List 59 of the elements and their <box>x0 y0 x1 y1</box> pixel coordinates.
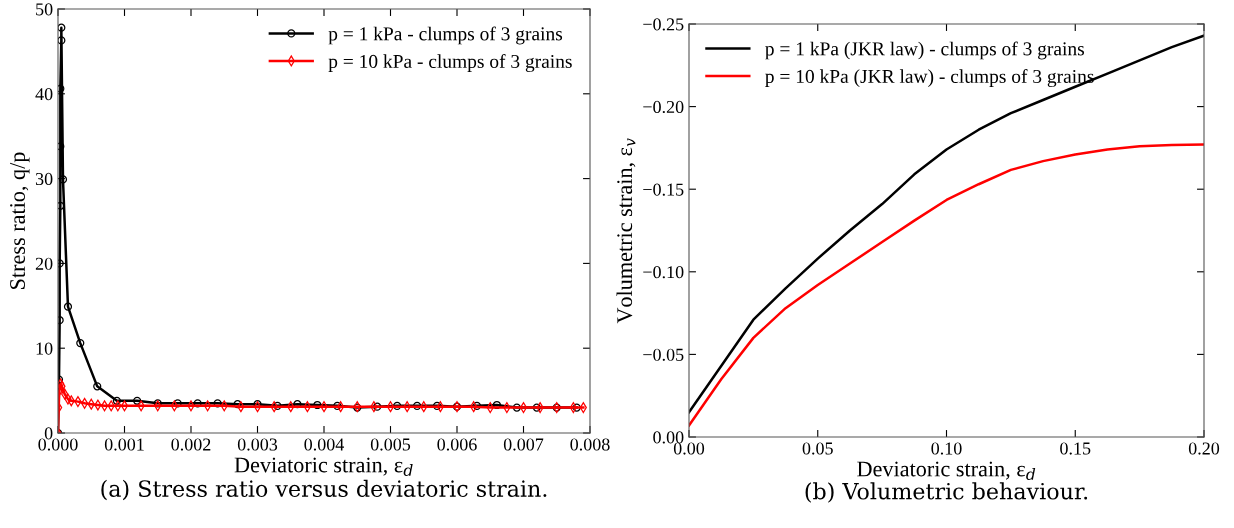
x-tick-label: 0.00 <box>673 442 705 455</box>
point <box>76 339 85 348</box>
point <box>512 403 521 412</box>
point <box>100 400 109 412</box>
y-tick-label: −0.10 <box>643 266 684 279</box>
point <box>386 401 395 413</box>
point <box>413 401 422 410</box>
x-tick-label: 0.004 <box>304 438 345 451</box>
point <box>432 401 442 410</box>
x-tick-label: 0.003 <box>237 438 278 451</box>
x-axis-title: Deviatoric strain, ε$_{d}$ <box>857 461 1036 480</box>
line-series <box>689 143 1204 427</box>
y-tick-label: 30 <box>35 172 53 186</box>
x-tick-label: 0.20 <box>1188 442 1220 455</box>
y-axis-title: Volumetric strain, ε$_{v}$ <box>616 138 636 324</box>
point <box>273 401 282 410</box>
point <box>313 400 322 410</box>
point <box>58 23 66 32</box>
y-tick-label: −0.20 <box>643 100 684 114</box>
x-tick-label: 0.005 <box>370 438 411 451</box>
x-axis-title: Deviatoric strain, ε$_{d}$ <box>234 457 413 476</box>
point <box>373 402 382 411</box>
text: (b) Volumetric behaviour. <box>805 482 1088 503</box>
y-tick-label: 40 <box>35 88 53 101</box>
point <box>58 36 66 45</box>
point <box>393 401 402 410</box>
point <box>253 401 262 413</box>
point <box>133 396 142 405</box>
line-series <box>689 34 1204 414</box>
legend-label: p = 1 kPa (JKR law) - clumps of 3 grains <box>765 41 1084 60</box>
legend-label: p = 10 kPa (JKR law) - clumps of 3 grains <box>765 69 1094 87</box>
point <box>519 402 528 414</box>
legend-label: p = 10 kPa - clumps of 3 grains <box>328 54 572 72</box>
x-tick-label: 0.008 <box>570 438 610 451</box>
x-tick-label: 0.15 <box>1060 442 1091 455</box>
legend-label: p = 1 kPa - clumps of 3 grains <box>328 26 563 45</box>
text: (a) Stress ratio versus deviatoric strain. <box>101 479 547 501</box>
x-tick-label: 0.05 <box>802 442 833 455</box>
y-tick-label: −0.25 <box>643 18 684 31</box>
point <box>112 396 121 405</box>
point <box>93 382 102 391</box>
y-axis-title: Stress ratio, q/p <box>10 152 30 289</box>
x-tick-label: 0.002 <box>171 438 211 451</box>
y-tick-label: 0 <box>44 427 53 440</box>
point <box>58 175 68 184</box>
x-tick-label: 0.10 <box>931 442 962 455</box>
y-tick-label: 20 <box>35 257 53 270</box>
y-tick-label: 10 <box>36 342 53 355</box>
x-tick-label: 0.007 <box>503 438 544 451</box>
point <box>63 302 73 311</box>
point <box>472 401 482 410</box>
x-tick-label: 0.001 <box>104 438 144 451</box>
y-tick-label: −0.15 <box>643 183 684 196</box>
point <box>120 400 129 412</box>
x-tick-label: 0.000 <box>38 438 78 451</box>
y-tick-label: 50 <box>36 3 53 16</box>
point <box>532 403 541 412</box>
x-tick-label: 0.006 <box>437 438 477 451</box>
y-tick-label: −0.05 <box>643 348 684 361</box>
